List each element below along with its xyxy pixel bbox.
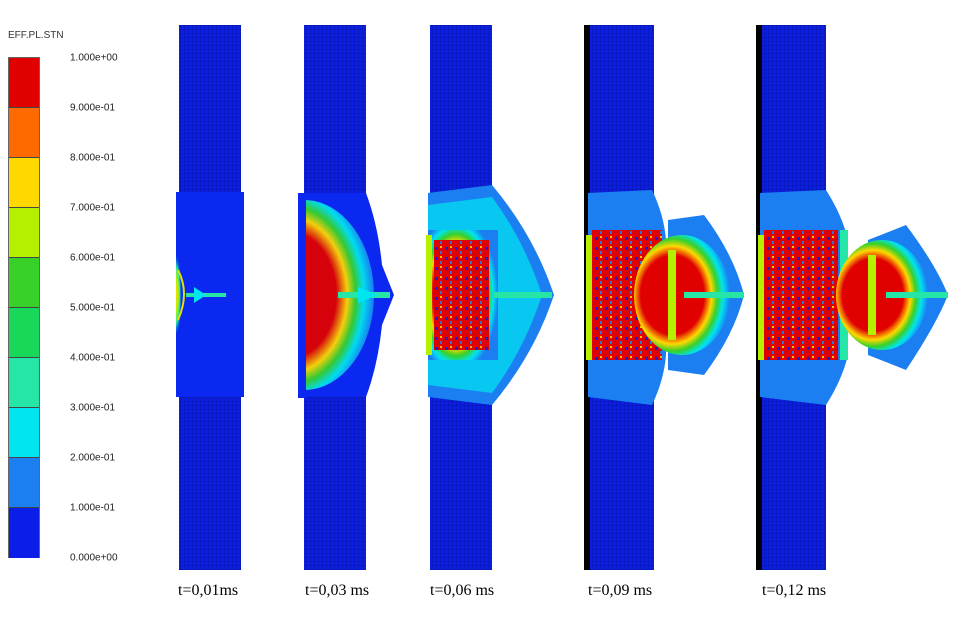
time-caption-4: t=0,09 ms [588,582,653,599]
colorbar-swatch [9,58,39,108]
colorbar-tick: 0.000e+00 [70,552,118,564]
colorbar-swatch [9,258,39,308]
colorbar-tick: 1.000e+00 [70,52,118,64]
mesh-plate-2 [298,25,394,570]
simulation-panel-5 [756,25,951,570]
colorbar-tick: 8.000e-01 [70,152,116,164]
time-caption-5: t=0,12 ms [762,582,827,599]
mesh-plate-4 [584,25,744,570]
colorbar [8,57,40,558]
colorbar-tick: 4.000e-01 [70,352,116,364]
colorbar-tick: 2.000e-01 [70,452,116,464]
simulation-panel-4 [584,25,754,570]
colorbar-swatch [9,458,39,508]
time-caption-2: t=0,03 ms [305,582,370,599]
colorbar-tick: 9.000e-01 [70,102,116,114]
colorbar-swatch [9,508,39,558]
colorbar-swatch [9,308,39,358]
colorbar-tick: 7.000e-01 [70,202,116,214]
mesh-plate-1 [176,25,244,570]
colorbar-tick: 5.000e-01 [70,302,116,314]
colorbar-tick: 1.000e-01 [70,502,116,514]
colorbar-swatch [9,158,39,208]
colorbar-swatch [9,108,39,158]
simulation-panel-2 [298,25,398,570]
simulation-panel-3 [424,25,559,570]
time-caption-3: t=0,06 ms [430,582,495,599]
mesh-plate-5 [756,25,948,570]
time-caption-1: t=0,01ms [178,582,239,599]
colorbar-tick: 6.000e-01 [70,252,116,264]
simulation-panel-1 [176,25,246,570]
colorbar-swatch [9,358,39,408]
colorbar-swatch [9,408,39,458]
colorbar-swatch [9,208,39,258]
mesh-plate-3 [426,25,554,570]
legend-title: EFF.PL.STN [8,30,64,41]
colorbar-tick: 3.000e-01 [70,402,116,414]
